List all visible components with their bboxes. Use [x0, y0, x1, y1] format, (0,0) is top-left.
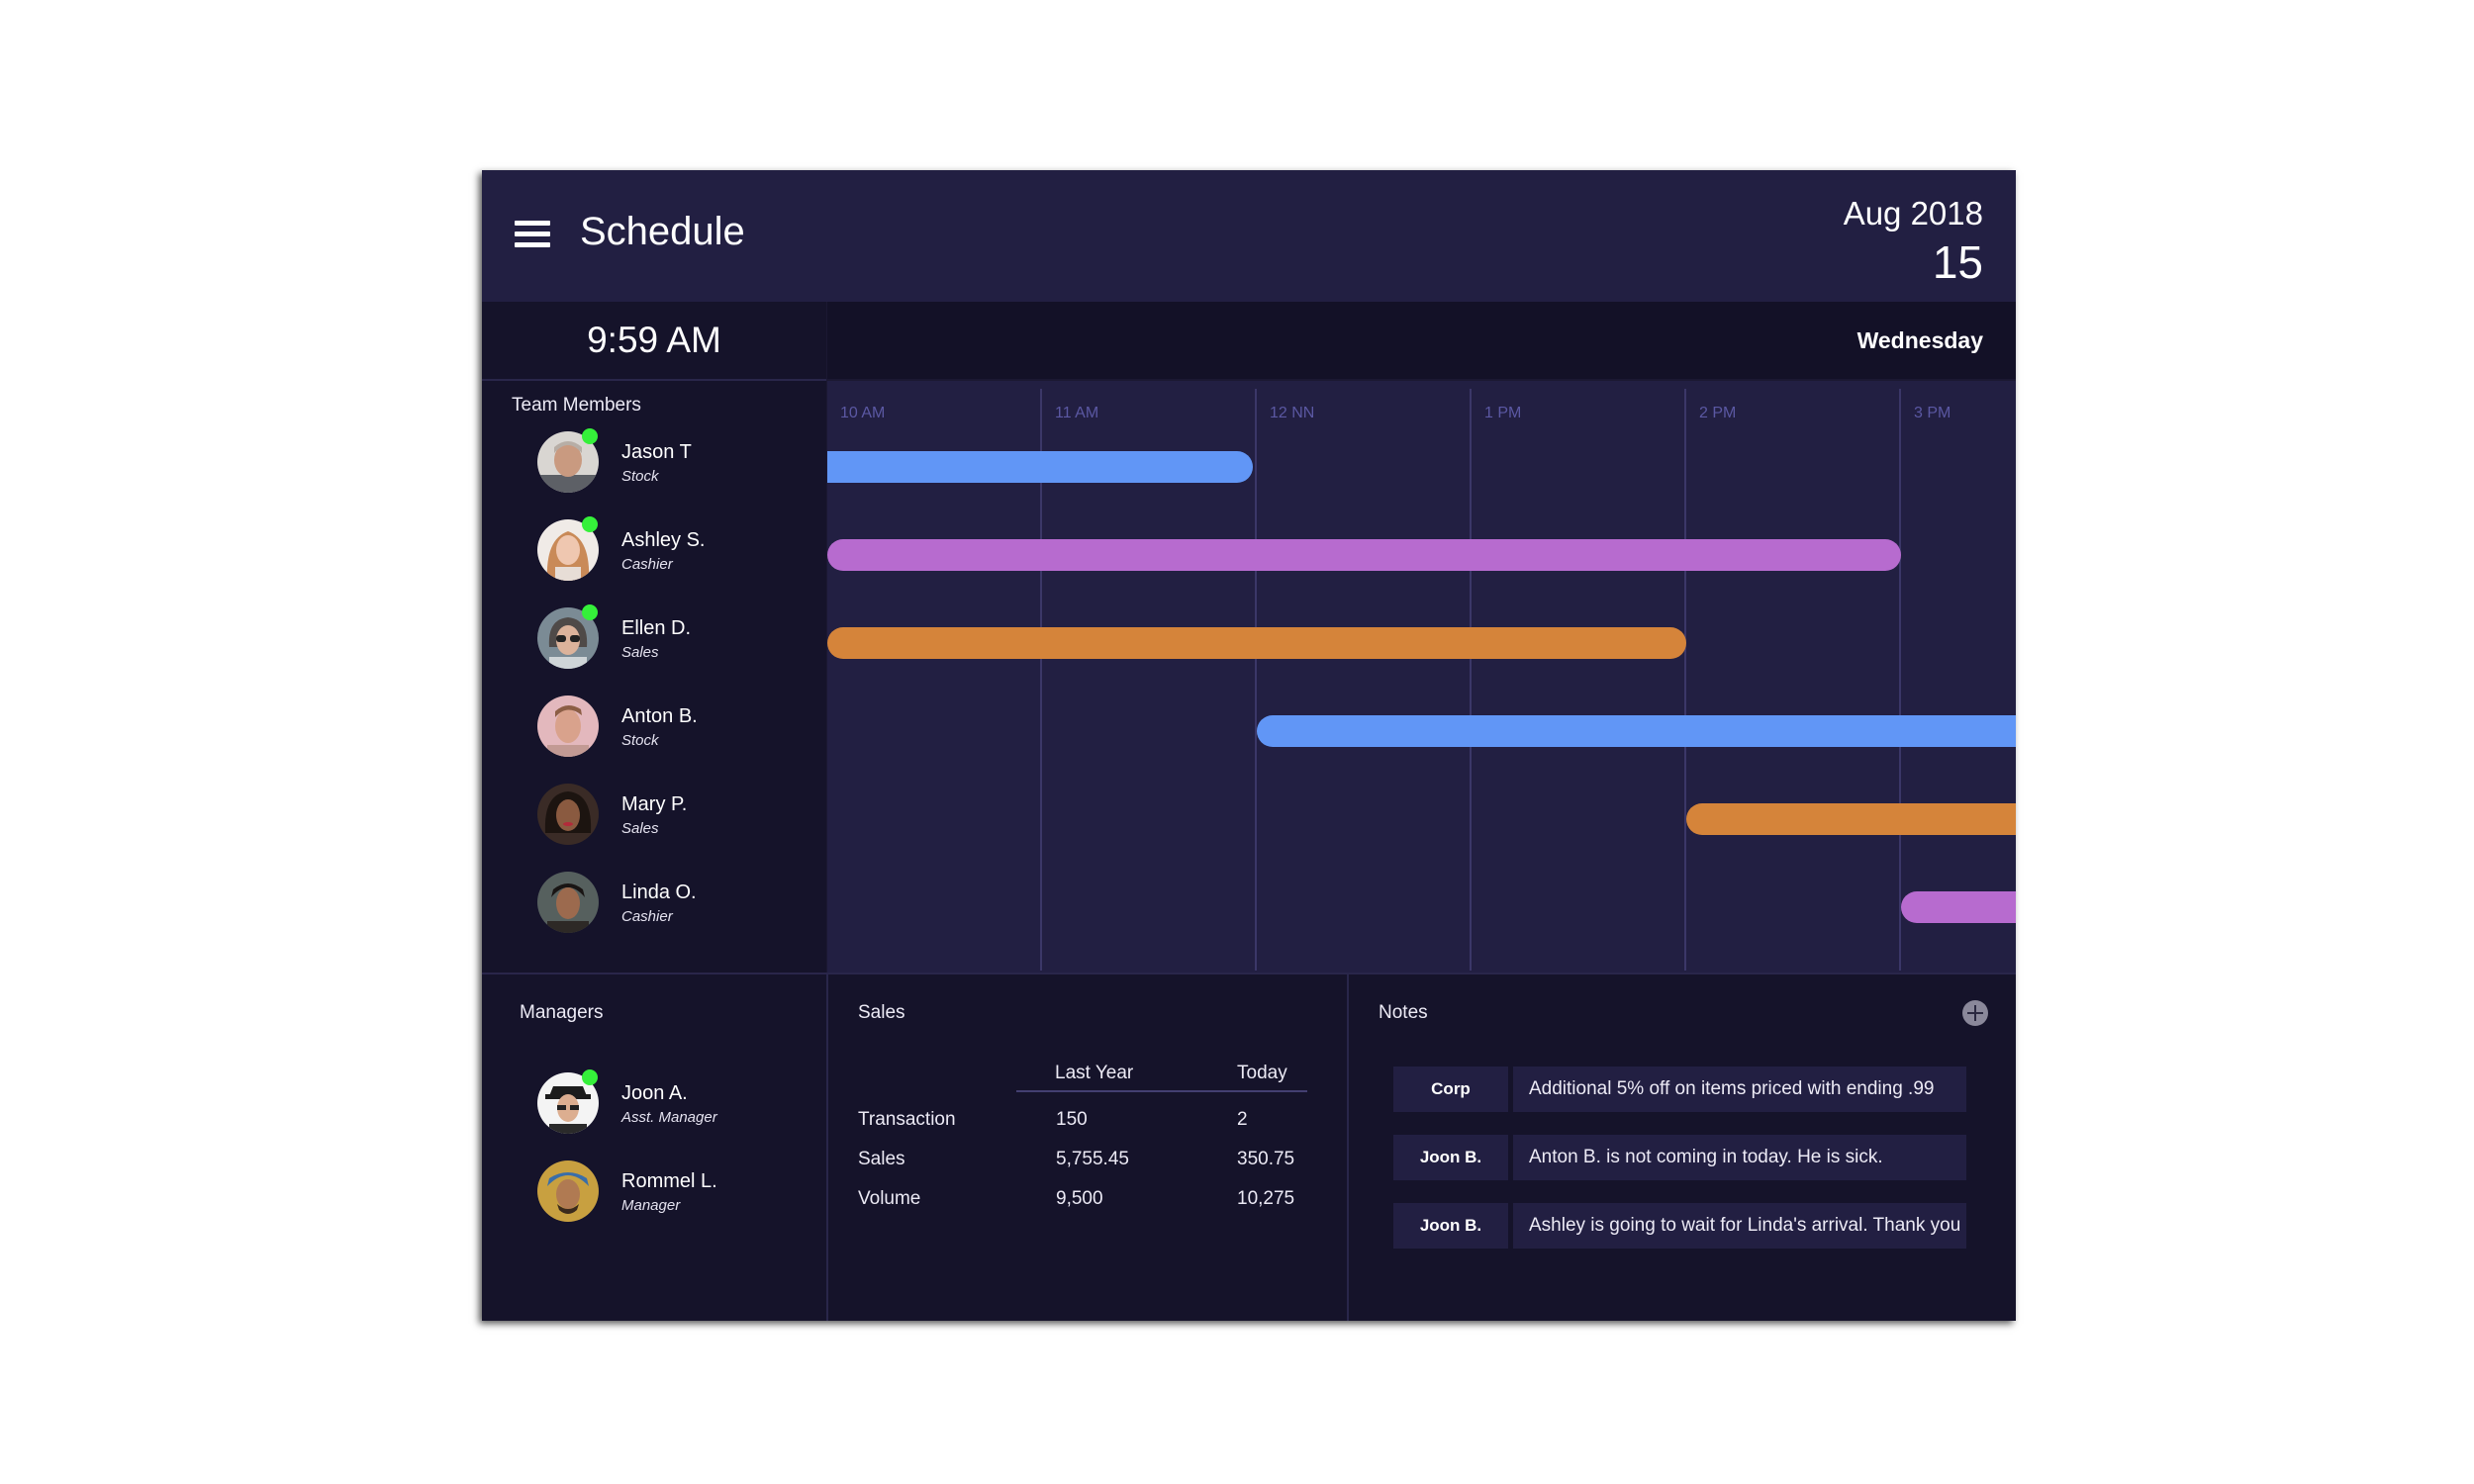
plus-circle-icon[interactable] — [1962, 1000, 1988, 1026]
current-time: 9:59 AM — [587, 320, 721, 360]
hour-grid-line — [1470, 389, 1472, 971]
header-day-number: 15 — [1932, 236, 1983, 288]
shift-bar-ellen[interactable] — [827, 627, 1686, 659]
hour-label: 1 PM — [1484, 405, 1522, 421]
hour-label: 11 AM — [1055, 405, 1099, 421]
member-role: Sales — [621, 644, 659, 661]
today-value: 2 — [1237, 1109, 1248, 1130]
shift-bar-anton[interactable] — [1257, 715, 2016, 747]
table-header-rule — [1016, 1090, 1307, 1092]
hour-grid-line — [1040, 389, 1042, 971]
row-label: Transaction — [858, 1109, 956, 1130]
notes-panel: Notes Corp Additional 5% off on items pr… — [1349, 974, 2016, 1321]
last-year-value: 9,500 — [1056, 1188, 1103, 1209]
column-header-today: Today — [1237, 1063, 1287, 1083]
weekday-label: Wednesday — [1856, 327, 1983, 353]
member-role: Cashier — [621, 908, 673, 925]
note-text[interactable]: Anton B. is not coming in today. He is s… — [1513, 1135, 1966, 1180]
manager-rommel[interactable]: Rommel L. Manager — [537, 1157, 824, 1226]
manager-joon[interactable]: Joon A. Asst. Manager — [537, 1068, 824, 1138]
online-status-dot — [582, 516, 598, 532]
avatar — [537, 607, 599, 669]
hamburger-menu-icon[interactable] — [515, 221, 550, 248]
hour-grid-line — [1684, 389, 1686, 971]
team-member-anton[interactable]: Anton B. Stock — [537, 692, 824, 761]
note-author: Joon B. — [1393, 1203, 1508, 1249]
team-member-linda[interactable]: Linda O. Cashier — [537, 868, 824, 937]
avatar — [537, 872, 599, 933]
member-name: Linda O. — [621, 881, 697, 903]
last-year-value: 5,755.45 — [1056, 1149, 1129, 1169]
weekday-bar: Wednesday — [827, 302, 2016, 379]
hour-label: 10 AM — [840, 405, 886, 421]
shift-bar-jason[interactable] — [827, 451, 1253, 483]
member-name: Anton B. — [621, 705, 698, 727]
shift-bar-mary[interactable] — [1686, 803, 2016, 835]
member-name: Ashley S. — [621, 529, 706, 551]
schedule-timeline: 10 AM 11 AM 12 NN 1 PM 2 PM 3 PM — [827, 381, 2016, 973]
member-role: Stock — [621, 732, 659, 749]
section-divider — [482, 973, 2016, 974]
online-status-dot — [582, 1069, 598, 1085]
header-bar: Schedule Aug 2018 15 — [482, 170, 2016, 302]
hour-grid-line — [1899, 389, 1901, 971]
today-value: 350.75 — [1237, 1149, 1295, 1169]
member-role: Cashier — [621, 556, 673, 573]
member-name: Jason T — [621, 441, 692, 463]
panel-divider — [1347, 974, 1349, 1321]
avatar — [537, 784, 599, 845]
note-author: Joon B. — [1393, 1135, 1508, 1180]
notes-title: Notes — [1379, 1002, 1428, 1023]
team-member-ashley[interactable]: Ashley S. Cashier — [537, 515, 824, 585]
hour-label: 12 NN — [1270, 405, 1315, 421]
sales-title: Sales — [858, 1002, 905, 1023]
online-status-dot — [582, 428, 598, 444]
row-label: Sales — [858, 1149, 905, 1169]
team-members-title: Team Members — [512, 395, 641, 416]
manager-role: Asst. Manager — [621, 1109, 717, 1126]
member-name: Ellen D. — [621, 617, 692, 639]
team-member-ellen[interactable]: Ellen D. Sales — [537, 603, 824, 673]
note-text[interactable]: Ashley is going to wait for Linda's arri… — [1513, 1203, 1966, 1249]
hour-grid-line — [1255, 389, 1257, 971]
team-member-mary[interactable]: Mary P. Sales — [537, 780, 824, 849]
team-members-panel: Team Members Jason T Stock Ashley S. Cas… — [482, 381, 826, 974]
panel-divider — [826, 974, 828, 1321]
team-member-jason[interactable]: Jason T Stock — [537, 427, 824, 497]
avatar — [537, 1160, 599, 1222]
today-value: 10,275 — [1237, 1188, 1295, 1209]
shift-bar-linda[interactable] — [1901, 891, 2016, 923]
online-status-dot — [582, 604, 598, 620]
app-title: Schedule — [580, 210, 745, 253]
hour-label: 3 PM — [1914, 405, 1951, 421]
note-text[interactable]: Additional 5% off on items priced with e… — [1513, 1067, 1966, 1112]
note-author: Corp — [1393, 1067, 1508, 1112]
last-year-value: 150 — [1056, 1109, 1088, 1130]
member-role: Stock — [621, 468, 659, 485]
manager-name: Rommel L. — [621, 1170, 717, 1192]
avatar — [537, 519, 599, 581]
column-header-last-year: Last Year — [1055, 1063, 1134, 1083]
row-label: Volume — [858, 1188, 921, 1209]
shift-bar-ashley[interactable] — [827, 539, 1901, 571]
managers-title: Managers — [520, 1002, 604, 1023]
sales-panel: Sales Last Year Today Transaction 150 2 … — [828, 974, 1347, 1321]
member-role: Sales — [621, 820, 659, 837]
current-time-cell: 9:59 AM — [482, 302, 826, 381]
avatar — [537, 696, 599, 757]
manager-role: Manager — [621, 1197, 681, 1214]
manager-name: Joon A. — [621, 1082, 688, 1104]
member-name: Mary P. — [621, 793, 688, 815]
hour-label: 2 PM — [1699, 405, 1737, 421]
managers-panel: Managers Joon A. Asst. Manager Rommel L.… — [482, 974, 826, 1321]
header-month-year: Aug 2018 — [1843, 195, 1983, 232]
schedule-app-window: Schedule Aug 2018 15 9:59 AM Wednesday T… — [482, 170, 2016, 1321]
